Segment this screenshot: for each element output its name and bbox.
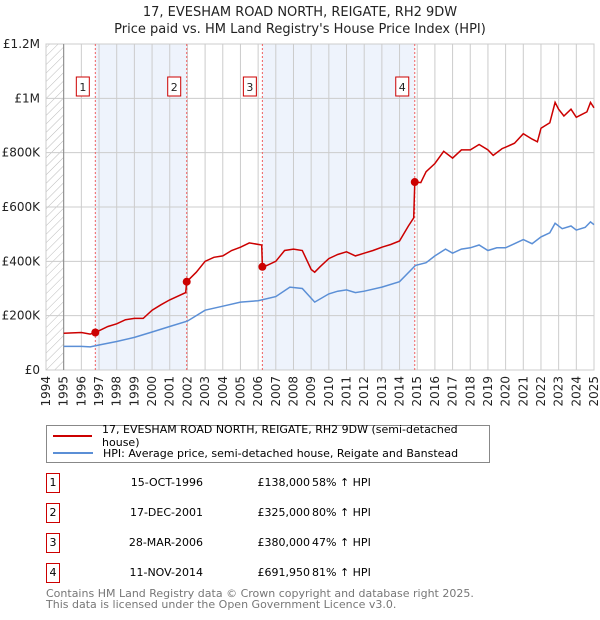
sale-price: £325,000 xyxy=(257,506,311,519)
x-tick-label: 2012 xyxy=(357,376,371,407)
legend-label: 17, EVESHAM ROAD NORTH, REIGATE, RH2 9DW… xyxy=(102,423,458,449)
price-chart: 1994 1995 1996 1997 1998 1999 2000 2001 2002 2003… xyxy=(2,37,600,407)
sale-label: 3 xyxy=(246,81,253,94)
hpi-line xyxy=(63,220,595,348)
sale-label: 2 xyxy=(171,81,178,94)
footer: Contains HM Land Registry data © Crown c… xyxy=(46,588,474,610)
legend-label: HPI: Average price, semi-detached house,… xyxy=(103,446,459,460)
footer-line: This data is licensed under the Open Gov… xyxy=(46,598,397,611)
y-tick-label: £800K xyxy=(2,146,42,160)
x-tick-label: 2005 xyxy=(233,376,247,407)
chart-subtitle: Price paid vs. HM Land Registry's House … xyxy=(114,22,486,37)
x-tick-label: 1997 xyxy=(92,376,106,407)
legend-item-property: 17, EVESHAM ROAD NORTH, REIGATE, RH2 9DW… xyxy=(53,423,489,449)
x-tick-label: 2006 xyxy=(251,376,265,407)
sale-hpi-change: 47% ↑ HPI xyxy=(312,536,371,549)
x-tick-label: 1999 xyxy=(127,376,141,407)
footer-line: Contains HM Land Registry data © Crown c… xyxy=(46,587,474,600)
x-tick-label: 2022 xyxy=(534,376,548,407)
sale-row: 4 11-NOV-2014 £691,950 81% ↑ HPI xyxy=(46,563,446,583)
x-tick-label: 2025 xyxy=(587,376,600,407)
x-tick-label: 2000 xyxy=(145,376,159,407)
sale-date: 28-MAR-2006 xyxy=(128,536,203,549)
y-tick-label: £0 xyxy=(25,363,40,377)
sale-row: 2 17-DEC-2001 £325,000 80% ↑ HPI xyxy=(46,503,446,523)
x-tick-label: 2017 xyxy=(446,376,460,407)
property-price-line xyxy=(63,100,595,335)
legend-swatch-property xyxy=(53,435,93,437)
sale-date: 17-DEC-2001 xyxy=(129,506,203,519)
sale-row: 1 15-OCT-1996 £138,000 58% ↑ HPI xyxy=(46,473,446,493)
x-tick-label: 2021 xyxy=(516,376,530,407)
sale-row: 3 28-MAR-2006 £380,000 47% ↑ HPI xyxy=(46,533,446,553)
chart-title: 17, EVESHAM ROAD NORTH, REIGATE, RH2 9DW xyxy=(142,5,458,20)
x-tick-label: 2020 xyxy=(499,376,513,407)
sale-date: 11-NOV-2014 xyxy=(129,566,203,579)
x-tick-label: 1995 xyxy=(57,376,71,407)
x-tick-label: 2002 xyxy=(180,376,194,407)
x-tick-label: 2009 xyxy=(304,376,318,407)
x-tick-label: 2023 xyxy=(552,376,566,407)
sale-point xyxy=(91,328,100,337)
x-tick-label: 2008 xyxy=(286,376,300,407)
x-tick-label: 2019 xyxy=(481,376,495,407)
y-tick-label: £200K xyxy=(2,309,42,323)
x-tick-label: 2015 xyxy=(410,376,424,407)
sale-point xyxy=(410,178,419,187)
sale-price: £138,000 xyxy=(257,476,311,489)
sale-number-badge: 1 xyxy=(46,473,60,493)
sale-point xyxy=(182,277,191,286)
x-tick-label: 2004 xyxy=(216,376,230,407)
sale-number-badge: 3 xyxy=(46,533,60,553)
x-tick-label: 2007 xyxy=(269,376,283,407)
x-tick-label: 2013 xyxy=(375,376,389,407)
sale-point xyxy=(258,262,267,271)
sale-price: £691,950 xyxy=(257,566,311,579)
x-tick-label: 2024 xyxy=(569,376,583,407)
legend-swatch-hpi xyxy=(53,452,93,454)
sale-hpi-change: 80% ↑ HPI xyxy=(312,506,371,519)
sale-hpi-change: 58% ↑ HPI xyxy=(312,476,371,489)
sale-label: 1 xyxy=(79,81,86,94)
x-tick-label: 1994 xyxy=(39,376,53,407)
sale-number-badge: 4 xyxy=(46,563,60,583)
sale-date: 15-OCT-1996 xyxy=(130,476,203,489)
sale-label-box xyxy=(167,76,182,97)
y-tick-label: £1.2M xyxy=(3,37,40,51)
legend-item-hpi: HPI: Average price, semi-detached house,… xyxy=(53,445,458,461)
sale-label: 4 xyxy=(399,81,406,94)
sale-label-box xyxy=(395,76,410,97)
sale-label-box xyxy=(75,76,90,97)
legend: 17, EVESHAM ROAD NORTH, REIGATE, RH2 9DW… xyxy=(46,423,490,463)
sale-number-badge: 2 xyxy=(46,503,60,523)
y-tick-label: £1M xyxy=(14,91,40,105)
y-tick-label: £600K xyxy=(2,200,42,214)
x-tick-label: 2014 xyxy=(393,376,407,407)
x-tick-label: 2003 xyxy=(198,376,212,407)
x-tick-label: 1996 xyxy=(74,376,88,407)
x-tick-label: 2018 xyxy=(463,376,477,407)
x-tick-label: 2016 xyxy=(428,376,442,407)
plot-frame xyxy=(45,43,595,371)
x-tick-label: 2010 xyxy=(322,376,336,407)
x-tick-label: 1998 xyxy=(110,376,124,407)
x-tick-label: 2001 xyxy=(163,376,177,407)
sale-hpi-change: 81% ↑ HPI xyxy=(312,566,371,579)
sale-price: £380,000 xyxy=(257,536,311,549)
y-tick-label: £400K xyxy=(2,254,42,268)
x-tick-label: 2011 xyxy=(340,376,354,407)
sale-label-box xyxy=(242,76,257,97)
